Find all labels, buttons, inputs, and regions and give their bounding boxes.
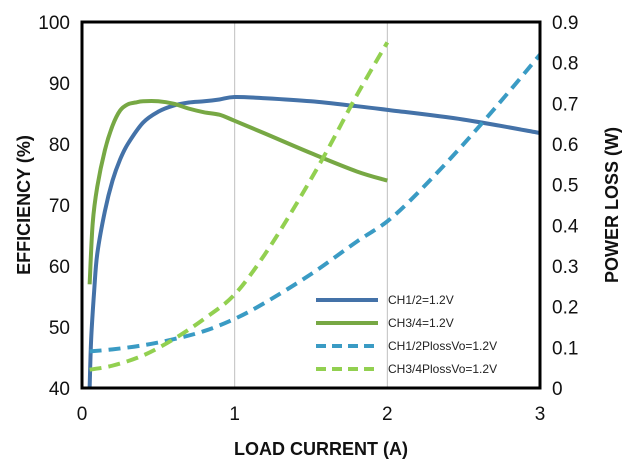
left-y-tick-label: 40 (49, 379, 70, 400)
legend: CH1/2=1.2V CH3/4=1.2V CH1/2PlossVo=1.2V CH3… (316, 293, 497, 376)
grid-lines (234, 22, 388, 388)
right-y-tick-label: 0.1 (552, 338, 578, 359)
x-tick-label: 0 (77, 404, 88, 425)
right-y-axis-title: POWER LOSS (W) (602, 127, 622, 283)
right-y-tick-label: 0.6 (552, 135, 578, 156)
right-y-tick-label: 0.8 (552, 54, 578, 75)
right-y-tick-label: 0.4 (552, 216, 579, 237)
left-y-axis-title: EFFICIENCY (%) (14, 135, 34, 275)
left-y-tick-label: 80 (49, 135, 70, 156)
right-y-tick-label: 0 (552, 379, 563, 400)
legend-label: CH3/4PlossVo=1.2V (388, 362, 497, 376)
left-y-tick-label: 70 (49, 196, 70, 217)
plot-area-frame (80, 20, 542, 390)
right-y-tick-label: 0.2 (552, 298, 578, 319)
left-y-tick-label: 90 (49, 74, 70, 95)
x-axis-ticks: 0 1 2 3 (77, 404, 546, 425)
left-y-tick-label: 60 (49, 257, 70, 278)
right-y-tick-label: 0.5 (552, 176, 578, 197)
legend-label: CH1/2PlossVo=1.2V (388, 339, 497, 353)
series-line-4 (89, 41, 390, 372)
right-y-tick-label: 0.7 (552, 94, 578, 115)
right-y-axis-ticks: 0 0.1 0.2 0.3 0.4 0.5 0.6 0.7 0.8 0.9 (552, 13, 579, 400)
series-line-3 (89, 53, 542, 354)
right-y-tick-label: 0.9 (552, 13, 578, 34)
legend-label: CH1/2=1.2V (388, 293, 454, 307)
x-tick-label: 2 (382, 404, 393, 425)
left-y-tick-label: 100 (38, 13, 70, 34)
x-tick-label: 1 (229, 404, 240, 425)
x-tick-label: 3 (535, 404, 546, 425)
left-y-tick-label: 50 (49, 318, 70, 339)
series-lines (87, 41, 542, 389)
legend-label: CH3/4=1.2V (388, 316, 454, 330)
series-line-2 (87, 99, 388, 285)
left-y-axis-ticks: 40 50 60 70 80 90 100 (38, 13, 70, 400)
x-axis-title: LOAD CURRENT (A) (234, 439, 408, 459)
right-y-tick-label: 0.3 (552, 257, 578, 278)
